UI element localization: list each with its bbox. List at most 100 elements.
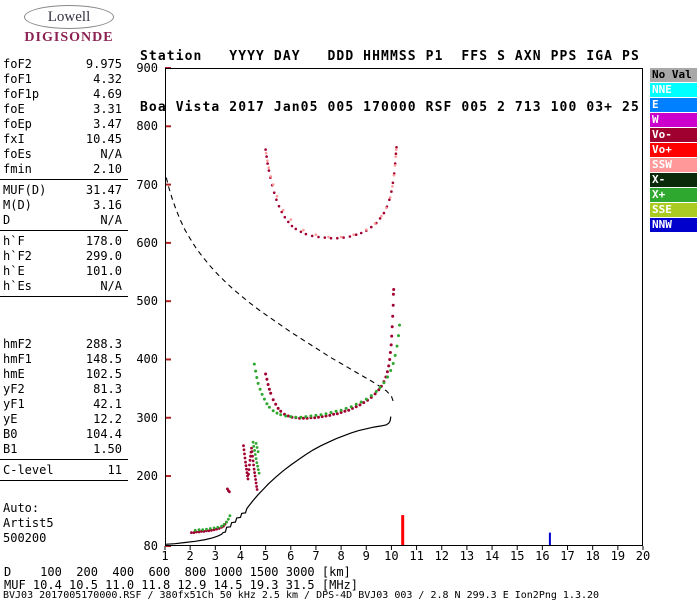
muf-distance-row: D 100 200 400 600 800 1000 1500 3000 [km… [4, 565, 351, 579]
second-hop-f-trace-ssw-point [264, 151, 268, 155]
legend-item-sse: SSE [650, 203, 697, 217]
param-value: 9.975 [85, 57, 122, 71]
legend-item-x: X+ [650, 188, 697, 202]
param-row: B0 104.4 [0, 427, 128, 442]
param-value: N/A [100, 147, 122, 161]
second-hop-f-trace-ssw-point [339, 235, 343, 239]
param-row: C-level 11 [0, 463, 128, 478]
param-groups: foF2 9.975 foF1 4.32 foF1p 4.69 foE 3.31 foEp 3.4… [0, 57, 128, 481]
param-value: 10.45 [85, 132, 122, 146]
second-hop-f-trace-o-point [272, 191, 276, 194]
param-value: 104.4 [85, 427, 122, 441]
f1-spread-o-point [247, 472, 250, 476]
param-row: hmF2 288.3 [0, 337, 128, 352]
y-tick-label: 400 [136, 352, 158, 367]
param-label: hmF2 [3, 337, 32, 351]
second-hop-f-trace-ssw-point [385, 206, 388, 210]
f-trace-x-mode-point [393, 353, 397, 357]
x-tick-label: 20 [635, 549, 651, 563]
param-value: 101.0 [85, 264, 122, 278]
x-tick-label: 4 [236, 549, 245, 563]
second-hop-f-trace-ssw-point [314, 233, 318, 236]
f-trace-x-mode-point [369, 394, 373, 398]
e-trace-x-point [208, 527, 212, 530]
second-hop-f-trace-ssw-point [388, 196, 392, 199]
f-trace-o-mode-point [274, 402, 278, 406]
f-trace-o-mode-point [362, 401, 366, 405]
f-trace-x-mode-point [378, 385, 382, 389]
param-value: 81.3 [93, 382, 122, 396]
second-hop-f-trace-ssw-point [392, 174, 396, 177]
f-trace-o-mode-point [324, 414, 328, 418]
f-trace-o-mode-point [339, 411, 343, 414]
f-trace-x-mode-point [397, 334, 400, 338]
second-hop-f-trace-o-point [354, 233, 358, 236]
y-tick-label: 700 [136, 177, 158, 192]
f-trace-o-mode-point [343, 409, 347, 413]
logo-oval: Lowell [24, 5, 114, 29]
f-trace-o-mode-point [301, 416, 305, 420]
f1-spread-o-point [254, 478, 257, 481]
param-value: N/A [100, 213, 122, 227]
e-trace-x-point [212, 526, 216, 530]
f1-spread-o-point [243, 456, 247, 460]
f1-spread-o-point [250, 446, 253, 450]
second-hop-f-trace-o-point [304, 232, 308, 236]
param-label: yF1 [3, 397, 25, 411]
x-tick-label: 1 [161, 549, 169, 563]
second-hop-f-trace-o-point [390, 190, 393, 193]
second-hop-f-trace-ssw-point [394, 155, 397, 158]
second-hop-f-trace-o-point [395, 146, 398, 149]
f-trace-x-mode-point [258, 387, 262, 391]
f1-spread-o-point [246, 477, 250, 481]
f-trace-x-mode-point [262, 397, 266, 401]
second-hop-f-trace-ssw-point [327, 235, 330, 239]
legend-item-vo: Vo+ [650, 143, 697, 157]
second-hop-f-trace-o-point [265, 155, 268, 158]
x-tick-label: 7 [312, 549, 320, 563]
x-tick-label: 12 [434, 549, 449, 563]
y-tick-label: 600 [136, 235, 158, 250]
second-hop-f-trace-o-point [317, 235, 320, 239]
x-tick-label: 2 [186, 549, 194, 563]
second-hop-f-trace-o-point [336, 236, 339, 240]
f-trace-x-mode-point [344, 406, 348, 410]
f1-spread-o-point [253, 474, 257, 478]
legend-item-e: E [650, 98, 697, 112]
f-trace-x-mode-point [398, 323, 401, 327]
muf-values-row: MUF 10.4 10.5 11.0 11.8 12.9 14.5 19.3 3… [4, 578, 359, 592]
legend-item-ssw: SSW [650, 158, 697, 172]
x-tick-label: 10 [384, 549, 399, 563]
f-trace-x-mode-point [364, 397, 368, 401]
f1-spread-o-point [255, 485, 258, 488]
param-row: foF2 9.975 [0, 57, 128, 72]
param-label: h`F [3, 234, 25, 248]
f1-spread-o-point [252, 463, 255, 467]
second-hop-f-trace-ssw-point [275, 194, 279, 198]
f1-spread-o-point [242, 444, 245, 448]
x-tick-label: 18 [585, 549, 600, 563]
param-row: h`Es N/A [0, 279, 128, 294]
param-row: h`F 178.0 [0, 234, 128, 249]
param-value: 3.47 [93, 117, 122, 131]
param-value: 12.2 [93, 412, 122, 426]
second-hop-f-trace-o-point [283, 215, 287, 219]
f1-spread-x-point [253, 449, 256, 452]
param-label: fmin [3, 162, 32, 176]
f-trace-o-mode-point [385, 370, 389, 374]
f-trace-x-mode-point [254, 369, 258, 373]
second-hop-f-trace-o-point [275, 198, 278, 201]
param-value: 4.32 [93, 72, 122, 86]
f-trace-o-mode-point [271, 398, 275, 402]
f1-spread-o-point [248, 458, 252, 462]
e-trace-x-point [201, 528, 205, 532]
f-trace-o-mode-point [388, 351, 392, 354]
f-trace-x-mode-point [260, 392, 264, 396]
param-value: 148.5 [85, 352, 122, 366]
e-trace-x-point [197, 528, 201, 532]
param-row: MUF(D) 31.47 [0, 183, 128, 198]
param-value: 288.3 [85, 337, 122, 351]
second-hop-f-trace-o-point [378, 217, 382, 220]
f-trace-x-mode-point [334, 409, 338, 413]
